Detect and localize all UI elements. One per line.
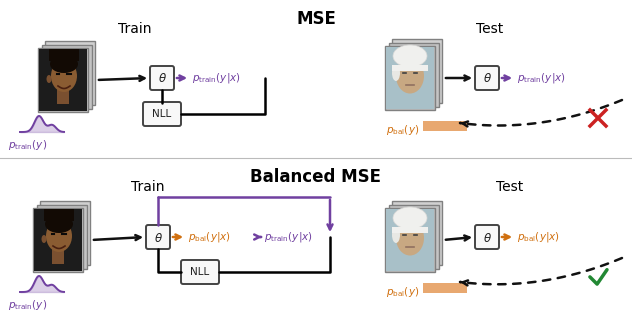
Text: $\theta$: $\theta$ <box>482 232 492 245</box>
Text: $\theta$: $\theta$ <box>154 232 162 245</box>
Text: $p_{\rm bal}(y|x)$: $p_{\rm bal}(y|x)$ <box>188 230 231 244</box>
Text: Train: Train <box>118 22 152 36</box>
Ellipse shape <box>392 65 400 81</box>
FancyBboxPatch shape <box>385 208 435 272</box>
FancyBboxPatch shape <box>146 225 170 249</box>
Text: MSE: MSE <box>296 10 336 28</box>
FancyBboxPatch shape <box>40 201 90 265</box>
Ellipse shape <box>392 227 400 243</box>
Ellipse shape <box>45 215 73 233</box>
Ellipse shape <box>393 207 427 229</box>
Ellipse shape <box>51 60 77 92</box>
FancyBboxPatch shape <box>392 201 442 265</box>
Ellipse shape <box>393 45 427 67</box>
Text: Test: Test <box>477 22 504 36</box>
FancyBboxPatch shape <box>42 45 92 108</box>
Bar <box>52 248 64 264</box>
Bar <box>423 283 467 293</box>
FancyBboxPatch shape <box>33 208 83 272</box>
Text: Balanced MSE: Balanced MSE <box>250 168 382 186</box>
FancyBboxPatch shape <box>389 42 439 106</box>
Bar <box>34 209 82 271</box>
Text: Train: Train <box>131 180 165 194</box>
FancyBboxPatch shape <box>389 204 439 269</box>
FancyBboxPatch shape <box>475 225 499 249</box>
Ellipse shape <box>42 235 47 243</box>
Ellipse shape <box>46 220 72 252</box>
FancyBboxPatch shape <box>150 66 174 90</box>
Ellipse shape <box>50 55 78 73</box>
Bar <box>392 65 428 71</box>
Bar <box>57 88 69 104</box>
Ellipse shape <box>47 75 51 83</box>
Bar <box>386 47 434 109</box>
Text: NLL: NLL <box>152 109 172 119</box>
Bar <box>44 209 74 221</box>
Text: $p_{\rm bal}(y)$: $p_{\rm bal}(y)$ <box>386 123 419 137</box>
FancyBboxPatch shape <box>181 260 219 284</box>
Text: $p_{\rm train}(y)$: $p_{\rm train}(y)$ <box>8 298 47 312</box>
Ellipse shape <box>396 221 424 256</box>
Bar <box>39 49 87 111</box>
Text: $p_{\rm train}(y|x)$: $p_{\rm train}(y|x)$ <box>517 71 566 85</box>
Text: NLL: NLL <box>190 267 210 277</box>
Text: $\theta$: $\theta$ <box>482 72 492 86</box>
Text: Test: Test <box>496 180 524 194</box>
FancyBboxPatch shape <box>38 48 88 112</box>
Text: $p_{\rm bal}(y)$: $p_{\rm bal}(y)$ <box>386 285 419 299</box>
Text: $p_{\rm bal}(y|x)$: $p_{\rm bal}(y|x)$ <box>517 230 560 244</box>
Text: $p_{\rm train}(y|x)$: $p_{\rm train}(y|x)$ <box>192 71 241 85</box>
FancyBboxPatch shape <box>392 39 442 103</box>
Bar <box>392 227 428 233</box>
FancyBboxPatch shape <box>37 204 87 269</box>
Bar <box>49 49 79 61</box>
FancyBboxPatch shape <box>45 41 95 105</box>
Text: $\theta$: $\theta$ <box>157 72 166 86</box>
Bar <box>423 121 467 131</box>
FancyBboxPatch shape <box>143 102 181 126</box>
Text: $p_{\rm train}(y)$: $p_{\rm train}(y)$ <box>8 138 47 152</box>
Ellipse shape <box>396 58 424 94</box>
Bar <box>386 209 434 271</box>
FancyBboxPatch shape <box>385 46 435 110</box>
Text: $p_{\rm train}(y|x)$: $p_{\rm train}(y|x)$ <box>264 230 313 244</box>
FancyBboxPatch shape <box>475 66 499 90</box>
